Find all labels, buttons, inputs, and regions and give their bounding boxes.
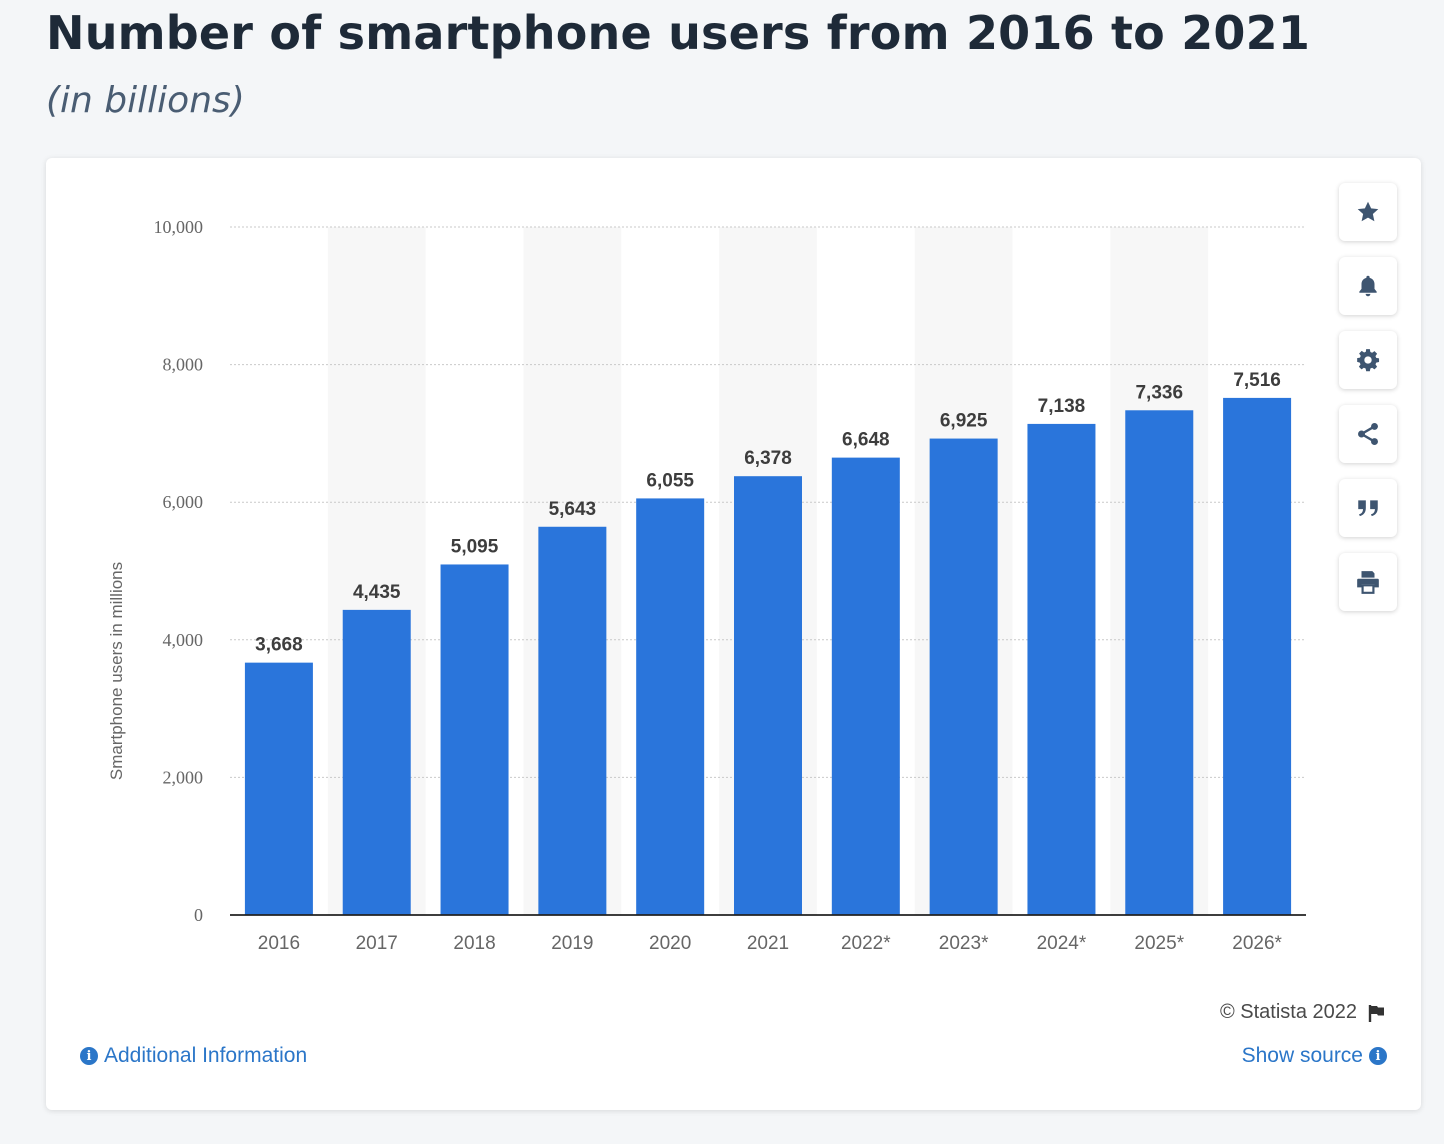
y-tick-label: 2,000: [163, 767, 204, 787]
data-label: 4,435: [353, 582, 401, 603]
notification-button[interactable]: [1339, 257, 1397, 315]
copyright-notice: © Statista 2022: [1220, 1001, 1387, 1024]
bar: [1125, 410, 1194, 915]
data-label: 6,378: [744, 448, 792, 469]
page-title: Number of smartphone users from 2016 to …: [46, 6, 1311, 60]
star-icon: [1357, 201, 1379, 222]
print-icon: [1357, 571, 1379, 594]
y-tick-label: 6,000: [163, 492, 204, 512]
print-button[interactable]: [1339, 553, 1397, 611]
y-tick-label: 10,000: [154, 217, 204, 237]
data-label: 5,095: [451, 536, 499, 557]
bar: [636, 498, 705, 915]
info-icon: i: [80, 1047, 98, 1065]
share-button[interactable]: [1339, 405, 1397, 463]
x-tick-label: 2017: [356, 933, 398, 954]
gear-icon: [1357, 349, 1380, 372]
x-tick-label: 2020: [649, 933, 691, 954]
data-label: 6,055: [646, 470, 694, 491]
y-tick-label: 4,000: [163, 630, 204, 650]
additional-information-link[interactable]: i Additional Information: [80, 1044, 307, 1068]
bar: [342, 609, 411, 915]
x-tick-label: 2016: [258, 933, 300, 954]
bar: [1027, 423, 1096, 915]
data-label: 5,643: [549, 499, 597, 520]
bar: [1223, 397, 1292, 916]
bar: [440, 564, 509, 915]
cite-button[interactable]: [1339, 479, 1397, 537]
x-tick-label: 2025*: [1134, 933, 1184, 954]
settings-button[interactable]: [1339, 331, 1397, 389]
info-icon: i: [1369, 1047, 1387, 1065]
bar: [244, 662, 313, 915]
bar: [929, 438, 998, 915]
x-tick-label: 2019: [551, 933, 593, 954]
x-tick-label: 2021: [747, 933, 789, 954]
show-source-link[interactable]: Show source i: [1242, 1044, 1387, 1068]
data-label: 6,925: [940, 411, 988, 432]
data-label: 3,668: [255, 635, 303, 656]
y-tick-label: 0: [194, 905, 203, 925]
bar: [538, 526, 607, 915]
bar-chart: 0 2,000 4,000 6,000 8,000 10,000 3,668 2016 4,43…: [107, 217, 1306, 954]
copyright-text: © Statista 2022: [1219, 1001, 1357, 1023]
bell-icon: [1359, 275, 1377, 297]
quote-icon: [1358, 500, 1378, 517]
chart-card: 0 2,000 4,000 6,000 8,000 10,000 3,668 2016 4,43…: [46, 158, 1421, 1110]
data-label: 6,648: [842, 430, 890, 451]
y-tick-label: 8,000: [163, 355, 204, 375]
x-tick-label: 2018: [453, 933, 495, 954]
page-subtitle: (in billions): [46, 80, 245, 121]
data-label: 7,336: [1135, 382, 1183, 403]
data-label: 7,138: [1038, 396, 1086, 417]
x-tick-label: 2026*: [1232, 933, 1282, 954]
y-axis-title: Smartphone users in millions: [107, 562, 126, 780]
additional-information-label: Additional Information: [104, 1044, 308, 1067]
x-tick-label: 2023*: [939, 933, 989, 954]
flag-icon[interactable]: [1367, 1003, 1387, 1023]
show-source-label: Show source: [1241, 1044, 1363, 1067]
x-tick-label: 2024*: [1037, 933, 1087, 954]
x-tick-label: 2022*: [841, 933, 891, 954]
bar: [831, 457, 900, 915]
data-label: 7,516: [1233, 370, 1281, 391]
favorite-button[interactable]: [1339, 183, 1397, 241]
bar: [734, 476, 802, 915]
share-icon: [1358, 422, 1378, 446]
